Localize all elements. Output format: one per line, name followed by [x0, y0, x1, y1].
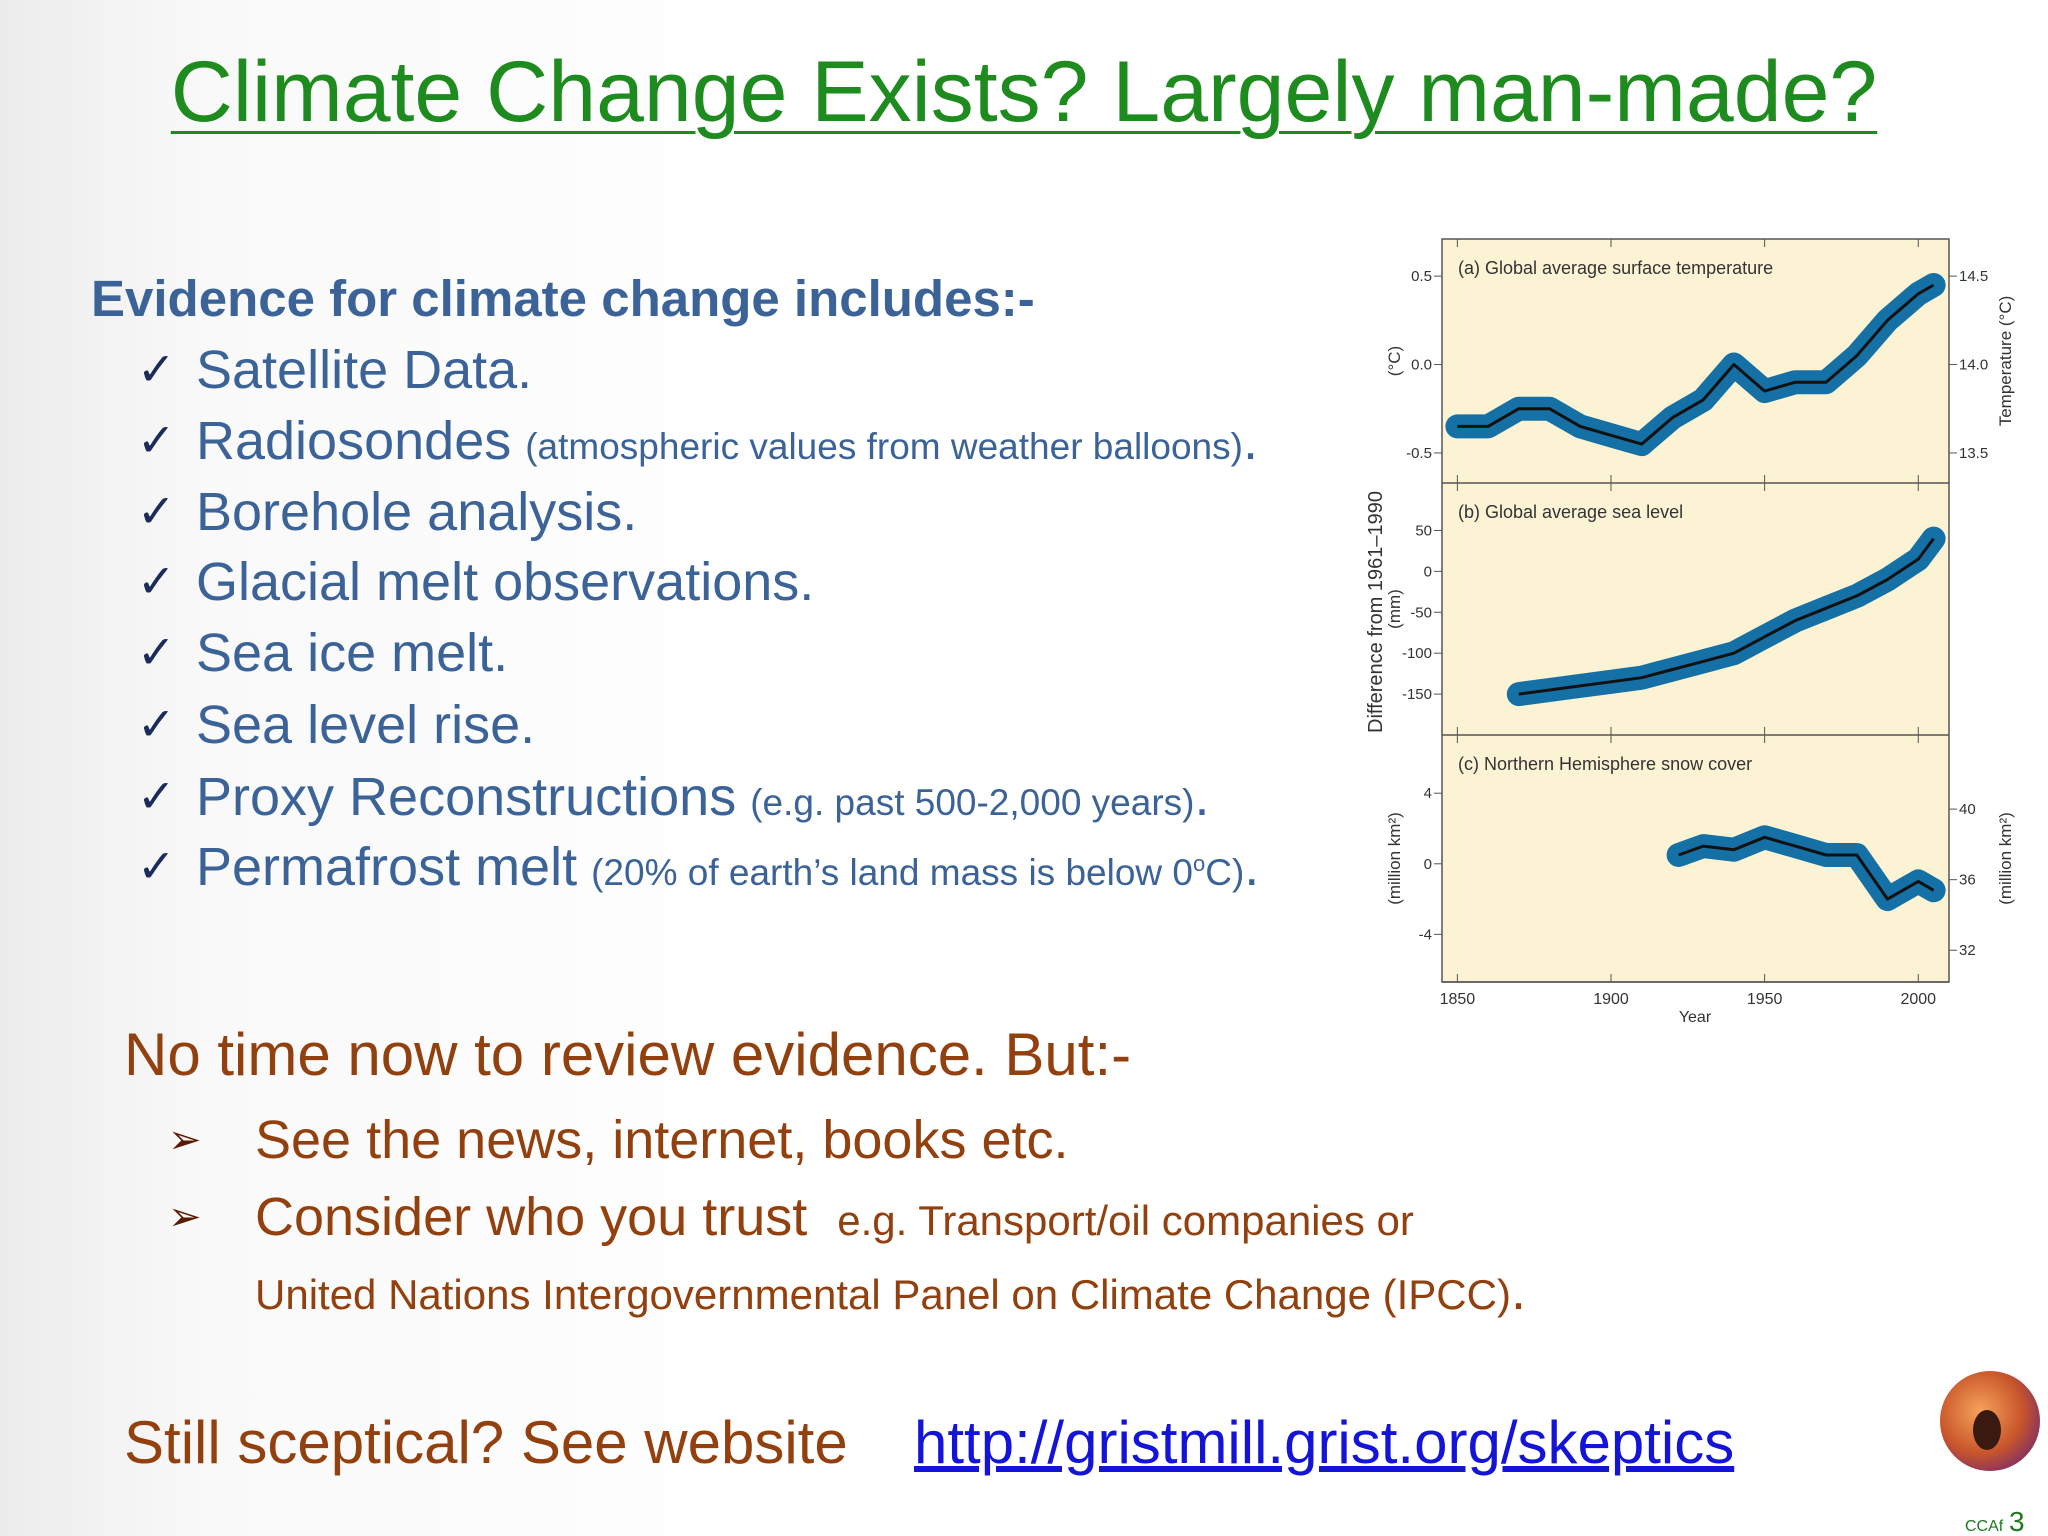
item-note: (20% of earth’s land mass is below 0 [591, 852, 1193, 893]
y2-tick-label: 13.5 [1959, 445, 1988, 462]
evidence-item: Borehole analysis. [196, 485, 637, 539]
item-text: Proxy Reconstructions [196, 767, 737, 827]
item-text: Sea level rise. [196, 695, 536, 755]
y-tick-label: 0 [1424, 856, 1432, 873]
item-note: (e.g. past 500-2,000 years) [750, 782, 1195, 823]
y-axis-label: (°C) [1385, 346, 1404, 376]
evidence-item: Sea ice melt. [196, 626, 508, 680]
y-tick-label: 0 [1424, 563, 1432, 580]
panel-title: (a) Global average surface temperature [1458, 258, 1773, 278]
y-tick-label: 0.0 [1411, 357, 1432, 374]
logo-text: CCAf [1965, 1518, 2004, 1535]
item-note-sup: o [1193, 851, 1206, 876]
footer-text: Still sceptical? See website [124, 1409, 848, 1476]
check-bullet: ✓ [137, 485, 176, 537]
slide-title: Climate Change Exists? Largely man-made? [170, 44, 1878, 140]
evidence-item: Glacial melt observations. [196, 555, 814, 609]
series-line [1457, 283, 1935, 446]
item-end: . [1510, 1261, 1526, 1321]
check-bullet: ✓ [137, 555, 176, 607]
series-line [1678, 835, 1935, 901]
review-item: See the news, internet, books etc. [255, 1113, 1068, 1167]
y2-tick-label: 36 [1959, 872, 1976, 889]
item-text: Radiosondes [196, 411, 512, 471]
x-tick-label: 1950 [1747, 991, 1783, 1008]
y-tick-label: 0.5 [1411, 268, 1432, 285]
review-item-line2: United Nations Intergovernmental Panel o… [255, 1264, 1526, 1318]
figure-y-label: Difference from 1961–1990 [1365, 491, 1387, 733]
check-bullet: ✓ [137, 770, 176, 822]
y2-tick-label: 14.5 [1959, 268, 1988, 285]
review-item: Consider who you trust e.g. Transport/oil… [255, 1190, 1414, 1244]
y2-tick-label: 32 [1959, 942, 1976, 959]
panel-title: (b) Global average sea level [1458, 502, 1683, 522]
check-bullet: ✓ [137, 414, 176, 466]
y2-axis-label: (million km²) [1996, 812, 2015, 905]
item-end: . [1244, 837, 1260, 897]
y-tick-label: -150 [1402, 686, 1432, 703]
y-tick-label: 4 [1424, 785, 1432, 802]
item-text: Sea ice melt. [196, 623, 509, 683]
y-tick-label: -0.5 [1406, 445, 1432, 462]
website-link[interactable]: http://gristmill.grist.org/skeptics [914, 1409, 1735, 1476]
item-note: (atmospheric values from weather balloon… [525, 426, 1243, 467]
check-bullet: ✓ [137, 626, 176, 678]
item-text: Permafrost melt [196, 837, 578, 897]
panel-title: (c) Northern Hemisphere snow cover [1458, 754, 1752, 774]
page-number: 3 [2009, 1506, 2025, 1536]
y2-tick-label: 40 [1959, 801, 1976, 818]
evidence-item: Proxy Reconstructions (e.g. past 500-2,00… [196, 770, 1210, 824]
y-tick-label: 50 [1415, 522, 1432, 539]
item-text: Borehole analysis. [196, 482, 638, 542]
review-heading: No time now to review evidence. But:- [124, 1021, 1132, 1088]
y-axis-label: (mm) [1385, 589, 1404, 629]
arrow-bullet: ➢ [168, 1118, 202, 1162]
evidence-item: Sea level rise. [196, 698, 535, 752]
item-note: e.g. Transport/oil companies or [837, 1197, 1414, 1244]
x-tick-label: 1850 [1440, 991, 1476, 1008]
y2-tick-label: 14.0 [1959, 357, 1988, 374]
item-end: . [1194, 767, 1210, 827]
item-note: C) [1205, 852, 1245, 893]
item-text: See the news, internet, books etc. [255, 1110, 1069, 1170]
item-text: Satellite Data. [196, 340, 533, 400]
y-tick-label: -50 [1410, 604, 1432, 621]
item-text: Glacial melt observations. [196, 552, 815, 612]
check-bullet: ✓ [137, 343, 176, 395]
series-line [1518, 537, 1935, 696]
item-end: . [1242, 411, 1258, 471]
arrow-bullet: ➢ [168, 1195, 202, 1239]
evidence-heading: Evidence for climate change includes:- [91, 270, 1035, 327]
y-axis-label: (million km²) [1385, 812, 1404, 905]
item-text: Consider who you trust [255, 1187, 808, 1247]
y-tick-label: -4 [1419, 926, 1432, 943]
evidence-item: Satellite Data. [196, 343, 532, 397]
evidence-item: Permafrost melt (20% of earth’s land mass… [196, 840, 1259, 894]
item-note: United Nations Intergovernmental Panel o… [255, 1271, 1511, 1318]
y-tick-label: -100 [1402, 645, 1432, 662]
figure-x-label: Year [1679, 1009, 1712, 1026]
check-bullet: ✓ [137, 840, 176, 892]
y2-axis-label: Temperature (°C) [1996, 296, 2015, 427]
logo-foot [1973, 1410, 2001, 1450]
x-tick-label: 2000 [1900, 991, 1936, 1008]
check-bullet: ✓ [137, 698, 176, 750]
evidence-item: Radiosondes (atmospheric values from weat… [196, 414, 1258, 468]
x-tick-label: 1900 [1593, 991, 1629, 1008]
